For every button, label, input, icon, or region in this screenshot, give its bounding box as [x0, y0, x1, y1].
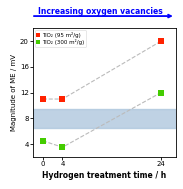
Y-axis label: Magnitude of ME / mV: Magnitude of ME / mV [11, 54, 17, 131]
Bar [33, 109, 176, 128]
X-axis label: Hydrogen treatment time / h: Hydrogen treatment time / h [42, 171, 166, 180]
Text: Increasing oxygen vacancies: Increasing oxygen vacancies [38, 7, 163, 16]
Legend: TiO₂ (95 m²/g), TiO₂ (300 m²/g): TiO₂ (95 m²/g), TiO₂ (300 m²/g) [35, 30, 86, 47]
